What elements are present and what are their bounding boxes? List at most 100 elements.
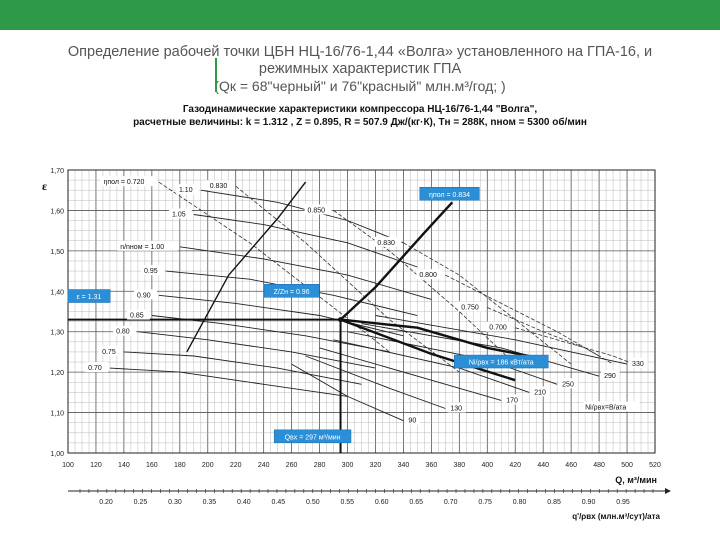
callout-text: ηпол = 0.834 — [429, 192, 470, 199]
y-tick-label: 1,70 — [50, 168, 64, 175]
x2-tick-label: 0.35 — [203, 499, 217, 506]
efficiency-line-label: 0.800 — [419, 272, 437, 279]
efficiency-line-label-bg — [100, 176, 157, 187]
y-tick-label: 1,60 — [50, 208, 64, 215]
plot-frame — [67, 169, 656, 454]
x-tick-label: 100 — [62, 462, 74, 469]
speed-line — [179, 246, 432, 300]
power-line-label: 90 — [408, 418, 416, 425]
operating-line — [340, 318, 516, 382]
title-accent-line — [215, 58, 217, 92]
x-tick-label: 120 — [90, 462, 102, 469]
power-line-label: 250 — [562, 381, 574, 388]
x2-tick-label: 0.50 — [306, 499, 320, 506]
title-line-1: Определение рабочей точки ЦБН НЦ-16/76-1… — [67, 44, 653, 60]
efficiency-line — [235, 185, 460, 373]
x-tick-label: 360 — [426, 462, 438, 469]
efficiency-line — [515, 327, 635, 365]
x-tick-label: 200 — [202, 462, 214, 469]
x-tick-label: 400 — [481, 462, 493, 469]
efficiency-line — [158, 181, 390, 353]
x2-tick-label: 0.85 — [547, 499, 561, 506]
callout-box — [454, 354, 549, 369]
power-line-label: 290 — [604, 373, 616, 380]
callout-box — [263, 284, 320, 298]
callout-text: Qвх = 297 м³/мин — [285, 434, 341, 441]
efficiency-line-label-bg — [486, 321, 514, 332]
power-line — [291, 363, 404, 422]
surge-line — [186, 181, 307, 353]
x2-tick-label: 0.95 — [616, 499, 630, 506]
speed-line-label: 1.10 — [179, 187, 193, 194]
efficiency-line-label: 0.830 — [377, 240, 395, 247]
efficiency-line-label: 0.750 — [461, 304, 479, 311]
x-tick-label: 500 — [621, 462, 633, 469]
efficiency-line-label-bg — [304, 204, 332, 215]
efficiency-line-label-bg — [458, 301, 486, 312]
x-tick-label: 480 — [593, 462, 605, 469]
x-tick-label: 260 — [286, 462, 298, 469]
x2-tick-label: 0.40 — [237, 499, 251, 506]
speed-line-label: 0.75 — [102, 349, 116, 356]
x-tick-label: 320 — [370, 462, 382, 469]
x2-tick-label: 0.70 — [444, 499, 458, 506]
power-line-label-bg — [405, 414, 420, 425]
efficiency-line-label: ηпол = 0.720 — [103, 179, 144, 186]
callout-text: Z/Zн = 0.96 — [274, 289, 310, 296]
operating-line — [340, 318, 530, 358]
speed-line-label-bg — [117, 240, 178, 251]
y-axis-symbol: ε — [42, 179, 47, 193]
efficiency-line-label-bg — [416, 269, 444, 280]
power-line-label-bg — [531, 386, 550, 397]
speed-line-label: 0.85 — [130, 313, 144, 320]
speed-line — [123, 351, 362, 385]
efficiency-line-label: 0.850 — [308, 207, 326, 214]
x2-tick-label: 0.45 — [272, 499, 286, 506]
power-line-label-bg — [629, 358, 648, 369]
x2-tick-label: 0.30 — [168, 499, 182, 506]
x-tick-label: 420 — [509, 462, 521, 469]
y-tick-label: 1,50 — [50, 249, 64, 256]
extra-label: Ni/ρвх=В/ата — [585, 405, 626, 412]
power-line-label-bg — [601, 370, 620, 381]
x-tick-label: 380 — [453, 462, 465, 469]
x-tick-label: 460 — [565, 462, 577, 469]
y-tick-label: 1,20 — [50, 370, 64, 377]
callout-text: ε = 1.31 — [77, 294, 102, 301]
x-tick-label: 160 — [146, 462, 158, 469]
secondary-axis-arrow — [665, 488, 671, 494]
chart-labels: 1.10 1.05 n/nном = 1.00 0.95 0.90 0.85 0.80 0.7… — [67, 176, 648, 444]
callout-box — [273, 429, 352, 444]
top-accent-bar — [0, 0, 720, 30]
chart-header: Газодинамические характеристики компресс… — [100, 103, 620, 129]
x-tick-label: 280 — [314, 462, 326, 469]
speed-line-label-bg — [113, 325, 136, 336]
power-line — [305, 355, 446, 409]
x2-tick-label: 0.65 — [409, 499, 423, 506]
x2-tick-label: 0.75 — [478, 499, 492, 506]
x2-tick-label: 0.20 — [99, 499, 113, 506]
x2-axis-label: q'/ρвх (млн.м³/сут)/ата — [572, 512, 660, 521]
x2-tick-label: 0.80 — [513, 499, 527, 506]
power-line — [319, 347, 502, 401]
efficiency-line — [487, 307, 614, 365]
speed-line-label-bg — [168, 208, 192, 219]
chart-header-line-1: Газодинамические характеристики компресс… — [182, 104, 538, 115]
power-line-label-bg — [503, 394, 522, 405]
operating-point — [338, 317, 344, 323]
y-tick-label: 1,40 — [50, 289, 64, 296]
speed-line-label-bg — [175, 184, 199, 195]
x-tick-label: 180 — [174, 462, 186, 469]
y-tick-label: 1,30 — [50, 330, 64, 337]
speed-line-label: n/nном = 1.00 — [120, 244, 164, 251]
speed-line-label: 0.95 — [144, 268, 158, 275]
power-line-label-bg — [559, 378, 578, 389]
power-line — [361, 323, 600, 377]
speed-line-label: 0.80 — [116, 329, 130, 336]
x2-tick-label: 0.60 — [375, 499, 389, 506]
title-line-2: режимных характеристик ГПА — [258, 61, 462, 77]
compressor-characteristics-chart: 1,00 1,10 1,20 1,30 1,40 1,50 1,60 1,70ε 100 120 1… — [42, 168, 671, 521]
efficiency-line-label-bg — [206, 180, 234, 191]
efficiency-line — [403, 242, 572, 365]
efficiency-line-label: 0.830 — [210, 183, 228, 190]
